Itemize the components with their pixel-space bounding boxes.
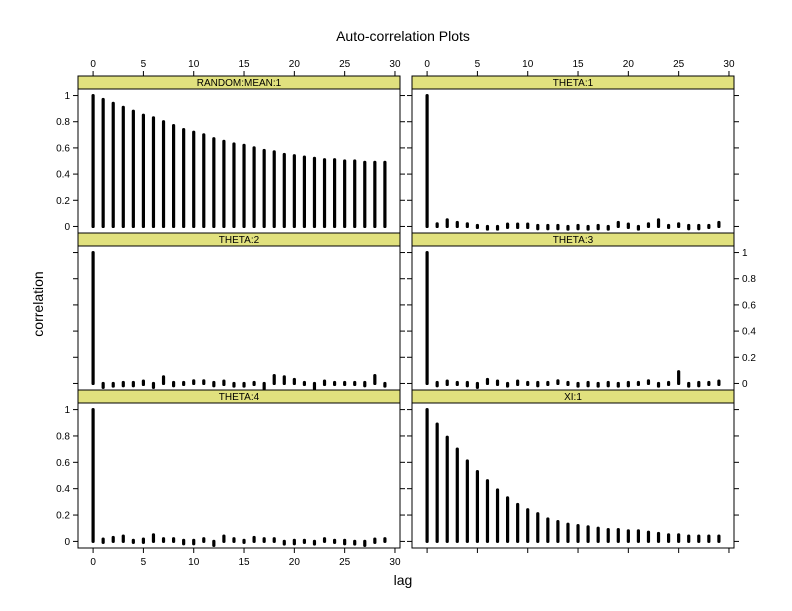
x-tick-label: 25 <box>339 59 351 70</box>
x-tick-label: 10 <box>522 59 534 70</box>
y-tick-label: 0.6 <box>56 458 70 469</box>
panel-title: THETA:2 <box>219 235 260 246</box>
y-tick-label: 0.2 <box>742 353 756 364</box>
panel-title: RANDOM:MEAN:1 <box>197 78 282 89</box>
panel-frame <box>411 402 735 549</box>
y-tick-label: 0.8 <box>56 431 70 442</box>
x-tick-label: 20 <box>289 557 301 568</box>
y-tick-label: 1 <box>64 91 70 102</box>
x-tick-label: 5 <box>141 59 147 70</box>
y-tick-label: 0.4 <box>56 170 70 181</box>
x-tick-label: 0 <box>90 557 96 568</box>
y-tick-label: 0.2 <box>56 511 70 522</box>
y-tick-label: 0 <box>742 379 748 390</box>
x-tick-label: 15 <box>572 59 584 70</box>
chart-title: Auto-correlation Plots <box>336 28 470 44</box>
y-tick-label: 0.8 <box>56 117 70 128</box>
x-tick-label: 0 <box>90 59 96 70</box>
x-tick-label: 25 <box>673 59 685 70</box>
acf-panel: THETA:2 <box>73 232 405 391</box>
x-tick-label: 30 <box>723 59 735 70</box>
panel-frame <box>411 245 735 391</box>
y-tick-label: 0.6 <box>742 300 756 311</box>
y-tick-label: 0 <box>64 537 70 548</box>
panel-grid: RANDOM:MEAN:100.20.40.60.810 5 10 15 20 25 30T… <box>56 59 756 568</box>
y-tick-label: 0.4 <box>56 484 70 495</box>
y-tick-label: 0.6 <box>56 143 70 154</box>
panel-frame <box>411 88 735 234</box>
y-tick-label: 1 <box>742 248 748 259</box>
y-tick-label: 1 <box>64 405 70 416</box>
y-tick-label: 0.2 <box>56 196 70 207</box>
x-tick-label: 5 <box>141 557 147 568</box>
panel-title: THETA:3 <box>553 235 594 246</box>
acf-panel: XI:1 <box>407 389 739 549</box>
panel-frame <box>77 88 401 234</box>
x-tick-label: 10 <box>188 557 200 568</box>
x-tick-label: 10 <box>188 59 200 70</box>
x-tick-label: 30 <box>389 557 401 568</box>
y-tick-label: 0 <box>64 222 70 233</box>
x-tick-label: 15 <box>238 557 250 568</box>
x-tick-label: 25 <box>339 557 351 568</box>
panel-title: THETA:4 <box>219 392 260 403</box>
panel-frame <box>77 402 401 549</box>
panel-title: THETA:1 <box>553 78 594 89</box>
acf-panel: THETA:400.20.40.60.810 5 10 15 20 25 30 <box>56 389 405 568</box>
x-tick-label: 30 <box>389 59 401 70</box>
x-tick-label: 0 <box>424 59 430 70</box>
x-axis-label: lag <box>394 572 413 588</box>
x-tick-label: 20 <box>623 59 635 70</box>
y-tick-label: 0.8 <box>742 274 756 285</box>
y-axis-label: correlation <box>30 271 46 336</box>
acf-panel: THETA:1 0 5 10 15 20 25 30 <box>407 59 739 234</box>
acf-panel: RANDOM:MEAN:100.20.40.60.810 5 10 15 20 25 30 <box>56 59 405 234</box>
x-tick-label: 5 <box>475 59 481 70</box>
panel-title: XI:1 <box>564 392 582 403</box>
acf-panel: THETA:3 0 0.2 0.4 0.6 0.8 1 <box>407 232 756 391</box>
x-tick-label: 15 <box>238 59 250 70</box>
y-tick-label: 0.4 <box>742 327 756 338</box>
x-tick-label: 20 <box>289 59 301 70</box>
panel-frame <box>77 245 401 391</box>
